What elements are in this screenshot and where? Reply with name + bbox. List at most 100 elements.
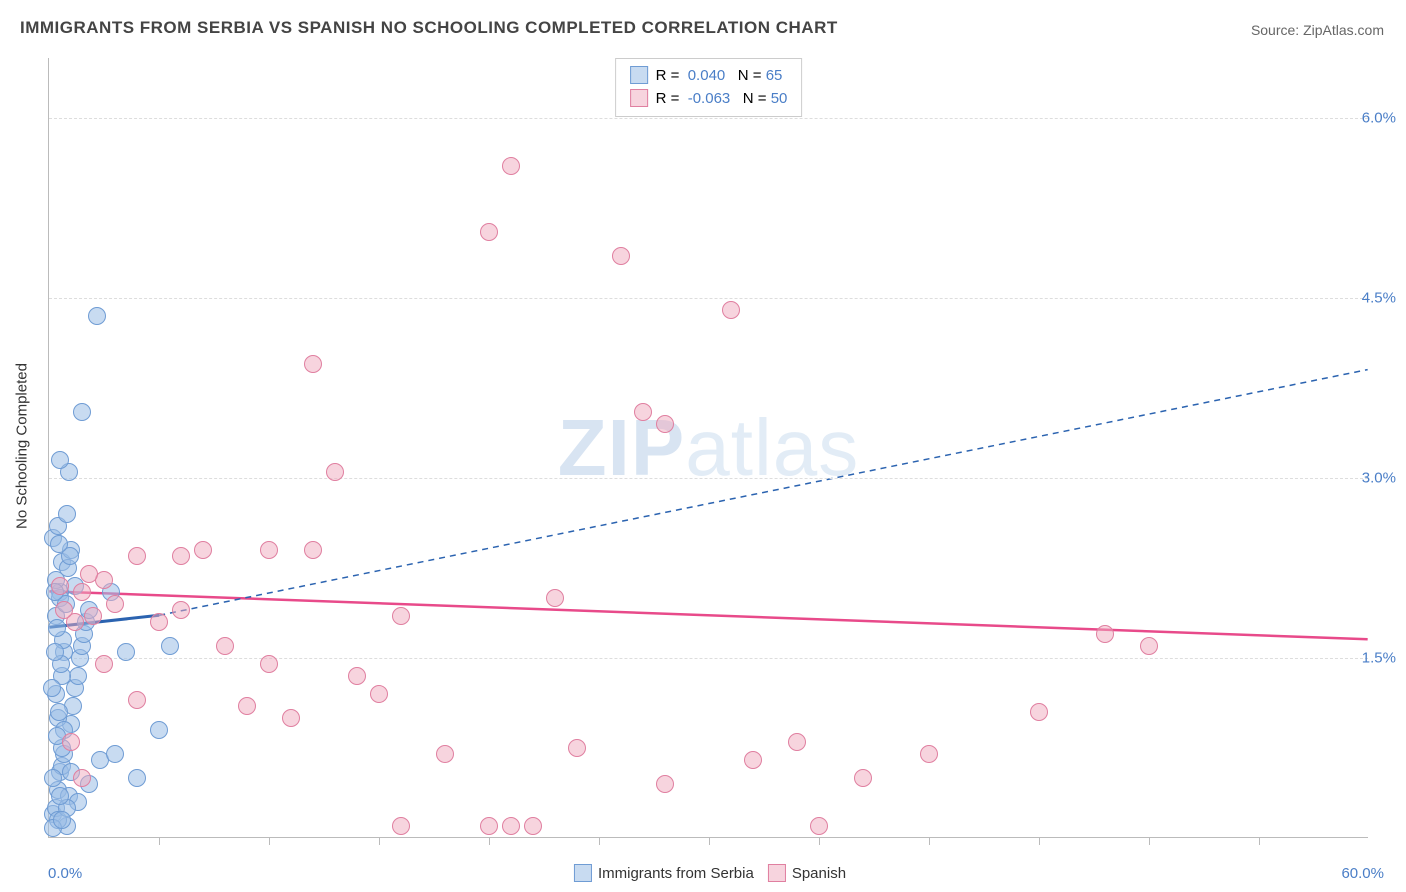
x-axis-min-label: 0.0% xyxy=(48,865,82,882)
data-point xyxy=(106,595,124,613)
legend-swatch xyxy=(768,864,786,882)
data-point xyxy=(128,769,146,787)
data-point xyxy=(1140,637,1158,655)
data-point xyxy=(656,415,674,433)
y-axis-label: No Schooling Completed xyxy=(14,363,31,529)
data-point xyxy=(51,787,69,805)
data-point xyxy=(612,247,630,265)
data-point xyxy=(1030,703,1048,721)
data-point xyxy=(73,769,91,787)
correlation-legend-row: R = -0.063 N = 50 xyxy=(630,88,788,111)
data-point xyxy=(392,607,410,625)
data-point xyxy=(95,571,113,589)
data-point xyxy=(84,607,102,625)
data-point xyxy=(80,565,98,583)
data-point xyxy=(73,583,91,601)
legend-label: Spanish xyxy=(792,865,846,882)
x-tick xyxy=(819,837,820,845)
data-point xyxy=(95,655,113,673)
n-value: 65 xyxy=(766,67,783,84)
data-point xyxy=(524,817,542,835)
correlation-legend: R = 0.040 N = 65R = -0.063 N = 50 xyxy=(615,58,803,117)
x-tick xyxy=(379,837,380,845)
data-point xyxy=(53,811,71,829)
legend-swatch xyxy=(574,864,592,882)
legend-swatch xyxy=(630,89,648,107)
legend-swatch xyxy=(630,66,648,84)
data-point xyxy=(51,451,69,469)
gridline xyxy=(49,478,1368,479)
data-point xyxy=(502,157,520,175)
data-point xyxy=(128,691,146,709)
r-value: 0.040 xyxy=(688,67,726,84)
data-point xyxy=(117,643,135,661)
data-point xyxy=(50,703,68,721)
data-point xyxy=(370,685,388,703)
data-point xyxy=(46,643,64,661)
correlation-legend-row: R = 0.040 N = 65 xyxy=(630,65,788,88)
data-point xyxy=(1096,625,1114,643)
watermark: ZIPatlas xyxy=(558,402,859,494)
data-point xyxy=(51,577,69,595)
n-value: 50 xyxy=(771,90,788,107)
data-point xyxy=(260,655,278,673)
data-point xyxy=(722,301,740,319)
x-axis-max-label: 60.0% xyxy=(1341,865,1384,882)
legend-label: Immigrants from Serbia xyxy=(598,865,754,882)
data-point xyxy=(172,547,190,565)
gridline xyxy=(49,118,1368,119)
data-point xyxy=(62,733,80,751)
gridline xyxy=(49,658,1368,659)
x-tick xyxy=(1039,837,1040,845)
data-point xyxy=(48,619,66,637)
data-point xyxy=(788,733,806,751)
y-tick-label: 3.0% xyxy=(1362,470,1396,487)
data-point xyxy=(216,637,234,655)
data-point xyxy=(810,817,828,835)
data-point xyxy=(634,403,652,421)
data-point xyxy=(568,739,586,757)
source-name: ZipAtlas.com xyxy=(1303,22,1384,38)
data-point xyxy=(55,601,73,619)
data-point xyxy=(348,667,366,685)
data-point xyxy=(854,769,872,787)
chart-title: IMMIGRANTS FROM SERBIA VS SPANISH NO SCH… xyxy=(20,18,838,38)
data-point xyxy=(73,403,91,421)
data-point xyxy=(480,817,498,835)
data-point xyxy=(150,721,168,739)
x-tick xyxy=(1149,837,1150,845)
data-point xyxy=(326,463,344,481)
data-point xyxy=(304,541,322,559)
data-point xyxy=(88,307,106,325)
data-point xyxy=(656,775,674,793)
data-point xyxy=(436,745,454,763)
y-tick-label: 4.5% xyxy=(1362,290,1396,307)
data-point xyxy=(43,679,61,697)
data-point xyxy=(150,613,168,631)
data-point xyxy=(44,769,62,787)
data-point xyxy=(50,535,68,553)
gridline xyxy=(49,298,1368,299)
data-point xyxy=(238,697,256,715)
x-tick xyxy=(489,837,490,845)
source-prefix: Source: xyxy=(1251,22,1303,38)
x-tick xyxy=(269,837,270,845)
y-tick-label: 1.5% xyxy=(1362,650,1396,667)
data-point xyxy=(282,709,300,727)
data-point xyxy=(194,541,212,559)
x-tick xyxy=(1259,837,1260,845)
r-value: -0.063 xyxy=(688,90,731,107)
data-point xyxy=(260,541,278,559)
data-point xyxy=(546,589,564,607)
x-tick xyxy=(599,837,600,845)
series-legend: Immigrants from Serbia Spanish xyxy=(560,864,846,882)
y-tick-label: 6.0% xyxy=(1362,110,1396,127)
data-point xyxy=(392,817,410,835)
regression-line-serbia-dashed xyxy=(159,370,1367,616)
regression-overlay xyxy=(49,58,1368,837)
source-label: Source: ZipAtlas.com xyxy=(1251,22,1384,38)
data-point xyxy=(58,505,76,523)
data-point xyxy=(502,817,520,835)
data-point xyxy=(480,223,498,241)
data-point xyxy=(161,637,179,655)
